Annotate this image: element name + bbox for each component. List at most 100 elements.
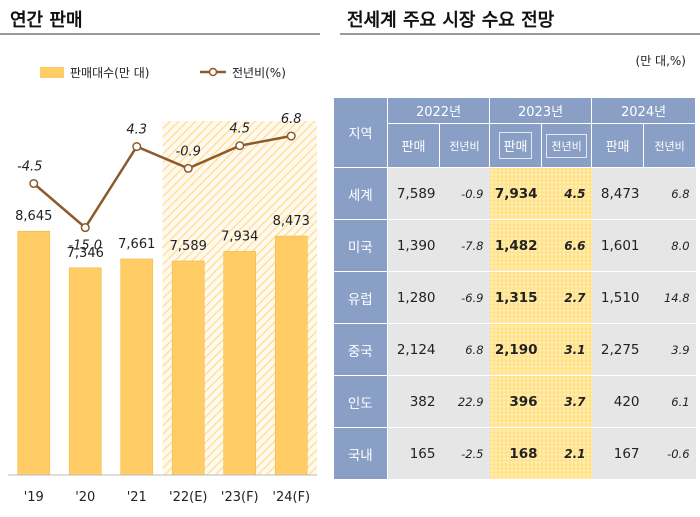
x-tick-label-0: '19 <box>24 490 44 505</box>
table-sub-header-1-1: 전년비 <box>541 123 593 168</box>
table-sales-cell: 2,275 <box>591 323 644 376</box>
table-sales-cell: 396 <box>489 375 542 428</box>
bar-label-3: 7,589 <box>170 239 207 254</box>
yoy-label-0: -4.5 <box>17 160 42 175</box>
table-sales-cell: 2,124 <box>387 323 440 376</box>
table-yoy-cell: 6.8 <box>439 323 490 376</box>
market-outlook-title: 전세계 주요 시장 수요 전망 <box>347 10 555 31</box>
unit-note: (만 대,%) <box>635 54 686 68</box>
table-sub-header-text: 전년비 <box>546 133 587 158</box>
x-tick-label-2: '21 <box>127 490 147 505</box>
table-sub-header-0-0: 판매 <box>387 123 440 168</box>
bar-label-1: 7,346 <box>67 246 104 261</box>
table-sales-cell: 167 <box>591 427 644 480</box>
table-yoy-cell: 14.8 <box>643 271 696 324</box>
table-row: 세계 7,589 -0.9 7,934 4.5 8,473 6.8 <box>333 167 696 220</box>
yoy-point-2 <box>132 141 142 152</box>
table-yoy-cell: 6.8 <box>643 167 696 220</box>
table-year-header-0: 2022년 <box>386 97 491 124</box>
table-region-header: 지역 <box>333 97 388 168</box>
table-sales-cell: 1,601 <box>591 219 644 272</box>
bar-5 <box>274 235 308 476</box>
table-sales-cell: 7,589 <box>387 167 440 220</box>
table-header-years-row: 지역 2022년 2023년 2024년 <box>333 97 697 168</box>
table-sub-header-1-0: 판매 <box>489 123 543 168</box>
table-sub-header-0-1: 전년비 <box>438 123 491 168</box>
table-sales-cell: 420 <box>591 375 644 428</box>
bar-2 <box>120 258 154 476</box>
table-region-cell: 중국 <box>333 323 388 376</box>
table-sales-cell: 7,934 <box>489 167 542 220</box>
yoy-point-5 <box>286 131 296 141</box>
market-outlook-table: 지역 2022년 2023년 2024년 판매 전년비 판매 전년비 판매 전년비 세계 7,589… <box>333 97 697 480</box>
yoy-line <box>32 134 292 230</box>
bar-1 <box>68 267 102 476</box>
table-region-cell: 인도 <box>333 375 388 428</box>
table-sales-cell: 1,280 <box>387 271 440 324</box>
yoy-point-1 <box>80 223 90 233</box>
yoy-point-3 <box>183 163 193 173</box>
yoy-point-0 <box>29 178 39 189</box>
table-yoy-cell: 6.6 <box>541 219 592 272</box>
table-sales-cell: 2,190 <box>489 323 542 376</box>
left-title-rule <box>0 33 320 35</box>
table-sales-cell: 1,482 <box>489 219 542 272</box>
yoy-label-1: -15.0 <box>68 239 102 254</box>
table-yoy-cell: 6.1 <box>643 375 696 428</box>
yoy-label-5: 6.8 <box>281 112 302 127</box>
table-yoy-cell: -7.8 <box>439 219 490 272</box>
table-sales-cell: 165 <box>387 427 440 480</box>
bar-label-2: 7,661 <box>118 237 155 252</box>
table-row: 인도 382 22.9 396 3.7 420 6.1 <box>333 375 696 428</box>
annual-sales-chart: 판매대수(만 대) 전년비(%) 8,645 7,346 7,661 7,589 7,934… <box>8 66 317 505</box>
x-tick-label-4: '23(F) <box>221 490 259 505</box>
table-sales-cell: 1,510 <box>591 271 644 324</box>
table-region-cell: 세계 <box>333 167 388 220</box>
table-sub-header-2-1: 전년비 <box>643 123 697 168</box>
table-row: 국내 165 -2.5 168 2.1 167 -0.6 <box>333 427 696 480</box>
table-sub-header-2-0: 판매 <box>591 123 645 168</box>
yoy-label-4: 4.5 <box>229 122 250 137</box>
table-year-header-2: 2024년 <box>591 97 697 124</box>
table-yoy-cell: 2.7 <box>541 271 592 324</box>
table-row: 유럽 1,280 -6.9 1,315 2.7 1,510 14.8 <box>333 271 696 324</box>
table-yoy-cell: -0.6 <box>643 427 696 480</box>
yoy-label-3: -0.9 <box>176 144 201 159</box>
table-sales-cell: 168 <box>489 427 542 480</box>
table-sales-cell: 382 <box>387 375 440 428</box>
right-title-rule <box>340 33 700 35</box>
table-region-cell: 국내 <box>333 427 388 480</box>
table-row: 미국 1,390 -7.8 1,482 6.6 1,601 8.0 <box>333 219 696 272</box>
table-yoy-cell: 3.7 <box>541 375 592 428</box>
x-tick-label-5: '24(F) <box>272 490 310 505</box>
table-header-sub-row: 판매 전년비 판매 전년비 판매 전년비 <box>334 123 697 168</box>
bar-4 <box>223 250 257 476</box>
table-year-header-1: 2023년 <box>489 97 593 124</box>
table-region-cell: 유럽 <box>333 271 388 324</box>
x-tick-label-3: '22(E) <box>169 490 207 505</box>
table-yoy-cell: 8.0 <box>643 219 696 272</box>
table-sub-header-text: 판매 <box>498 132 533 159</box>
bar-label-4: 7,934 <box>221 229 258 244</box>
table-yoy-cell: -2.5 <box>439 427 490 480</box>
annual-sales-title: 연간 판매 <box>10 10 83 31</box>
bar-0 <box>17 230 51 476</box>
yoy-label-2: 4.3 <box>126 123 147 138</box>
legend-line-label: 전년비(%) <box>232 66 286 80</box>
table-row: 중국 2,124 6.8 2,190 3.1 2,275 3.9 <box>333 323 696 376</box>
x-tick-label-1: '20 <box>75 490 95 505</box>
annual-sales-chart-panel: 판매대수(만 대) 전년비(%) 8,645 7,346 7,661 7,589 7,934… <box>0 36 325 517</box>
bar-3 <box>171 260 205 476</box>
table-yoy-cell: 3.1 <box>541 323 592 376</box>
table-yoy-cell: 2.1 <box>541 427 592 480</box>
table-yoy-cell: -6.9 <box>439 271 490 324</box>
table-region-cell: 미국 <box>333 219 388 272</box>
legend-bar-label: 판매대수(만 대) <box>70 66 149 80</box>
bar-label-5: 8,473 <box>273 214 310 229</box>
table-sales-cell: 1,390 <box>387 219 440 272</box>
legend-line-marker <box>208 67 218 77</box>
bar-label-0: 8,645 <box>15 209 52 224</box>
yoy-point-4 <box>235 141 245 151</box>
legend-bar-swatch <box>40 67 64 78</box>
table-yoy-cell: 4.5 <box>541 167 592 220</box>
